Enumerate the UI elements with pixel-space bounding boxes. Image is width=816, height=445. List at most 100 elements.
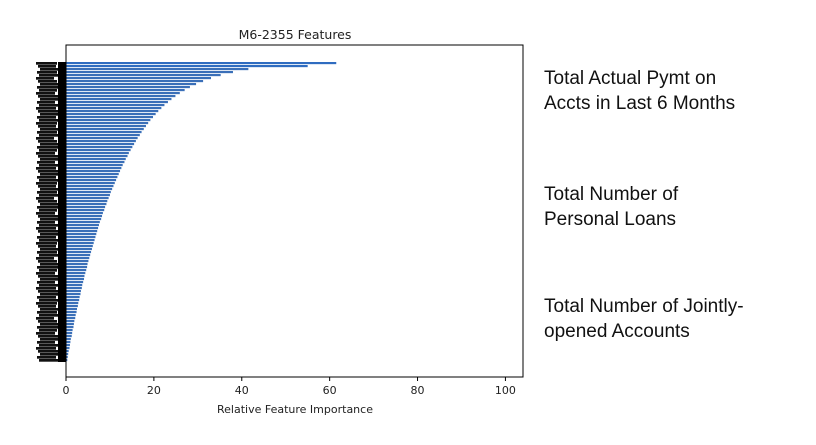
y-tick-label-mark [38,140,57,143]
bar [66,296,80,299]
y-tick-label-mark [38,275,58,278]
bar [66,176,118,179]
bar [66,284,83,287]
y-tick-label-mark [37,86,58,89]
bar [66,326,74,329]
bar [66,227,99,230]
bar [66,278,85,281]
y-tick-label-mark [39,119,59,122]
x-axis-ticks: 0 20 40 60 80 100 [63,377,516,397]
bar [66,203,107,206]
bar [66,281,84,284]
bar [66,107,162,110]
x-tick-label: 40 [235,384,249,397]
y-tick-label-mark [37,356,56,359]
bar [66,293,81,296]
bar [66,200,108,203]
bar [66,74,221,77]
bar [66,71,233,74]
y-tick-label-mark [38,65,56,68]
bar [66,167,122,170]
bar [66,62,337,65]
y-tick-label-mark [40,338,61,341]
bar [66,290,81,293]
y-tick-label-mark [40,323,60,326]
y-tick-label-mark [37,116,56,119]
bar [66,209,105,212]
bar [66,125,146,128]
y-tick-label-mark [39,329,57,332]
bar [66,80,204,83]
bar [66,179,117,182]
bar [66,356,68,359]
bar [66,299,80,302]
chart-title: M6-2355 Features [239,27,352,42]
y-tick-label-mark [36,122,57,125]
bar [66,155,128,158]
y-tick-label-mark [38,125,56,128]
bar [66,212,103,215]
y-tick-label-mark [39,164,58,167]
y-tick-label-mark [36,347,56,350]
bar [66,224,99,227]
x-tick-label: 60 [323,384,337,397]
y-tick-label-mark [39,134,60,137]
bar-series [66,62,337,362]
bar [66,185,114,188]
y-tick-label-mark [38,305,56,308]
bar [66,98,172,101]
y-tick-label-mark [39,284,58,287]
y-tick-label-mark [36,212,55,215]
y-tick-label-mark [39,74,60,77]
bar [66,206,106,209]
y-tick-label-mark [40,293,58,296]
y-tick-label-mark [36,257,54,260]
bar [66,347,70,350]
y-tick-label-mark [37,236,56,239]
y-tick-label-mark [39,359,59,362]
y-tick-label-mark [37,251,57,254]
bar [66,245,93,248]
y-tick-label-mark [39,209,57,212]
bar [66,266,88,269]
y-tick-label-mark [38,185,56,188]
y-tick-label-mark [39,344,58,347]
bar [66,260,89,263]
y-tick-label-mark [37,146,58,149]
y-tick-label-mark [40,173,58,176]
y-tick-label-mark [36,167,56,170]
bar [66,275,85,278]
y-tick-label-mark [40,278,61,281]
y-tick-label-mark [40,143,60,146]
bar [66,140,136,143]
illegible-y-tick-labels [36,62,66,362]
bar [66,263,88,266]
y-tick-label-mark [37,341,55,344]
bar [66,251,92,254]
y-tick-label-mark [37,296,56,299]
bar [66,269,87,272]
bar [66,131,142,134]
y-tick-label-mark [38,170,59,173]
bar [66,182,115,185]
x-tick-label: 20 [147,384,161,397]
y-tick-label-mark [40,353,58,356]
y-tick-label-mark [40,233,58,236]
bar [66,359,68,362]
y-tick-label-mark [40,218,61,221]
y-tick-label-mark [37,191,57,194]
bar [66,311,77,314]
y-tick-label-mark [37,206,58,209]
y-tick-label-mark [38,200,57,203]
bar [66,122,149,125]
bar [66,215,103,218]
bar [66,314,76,317]
y-tick-label-mark [37,131,57,134]
bar [66,104,165,107]
bar [66,344,70,347]
bar [66,230,98,233]
y-tick-label-mark [38,245,56,248]
y-tick-label-mark [36,77,54,80]
bar [66,137,138,140]
y-tick-label-mark [38,110,59,113]
